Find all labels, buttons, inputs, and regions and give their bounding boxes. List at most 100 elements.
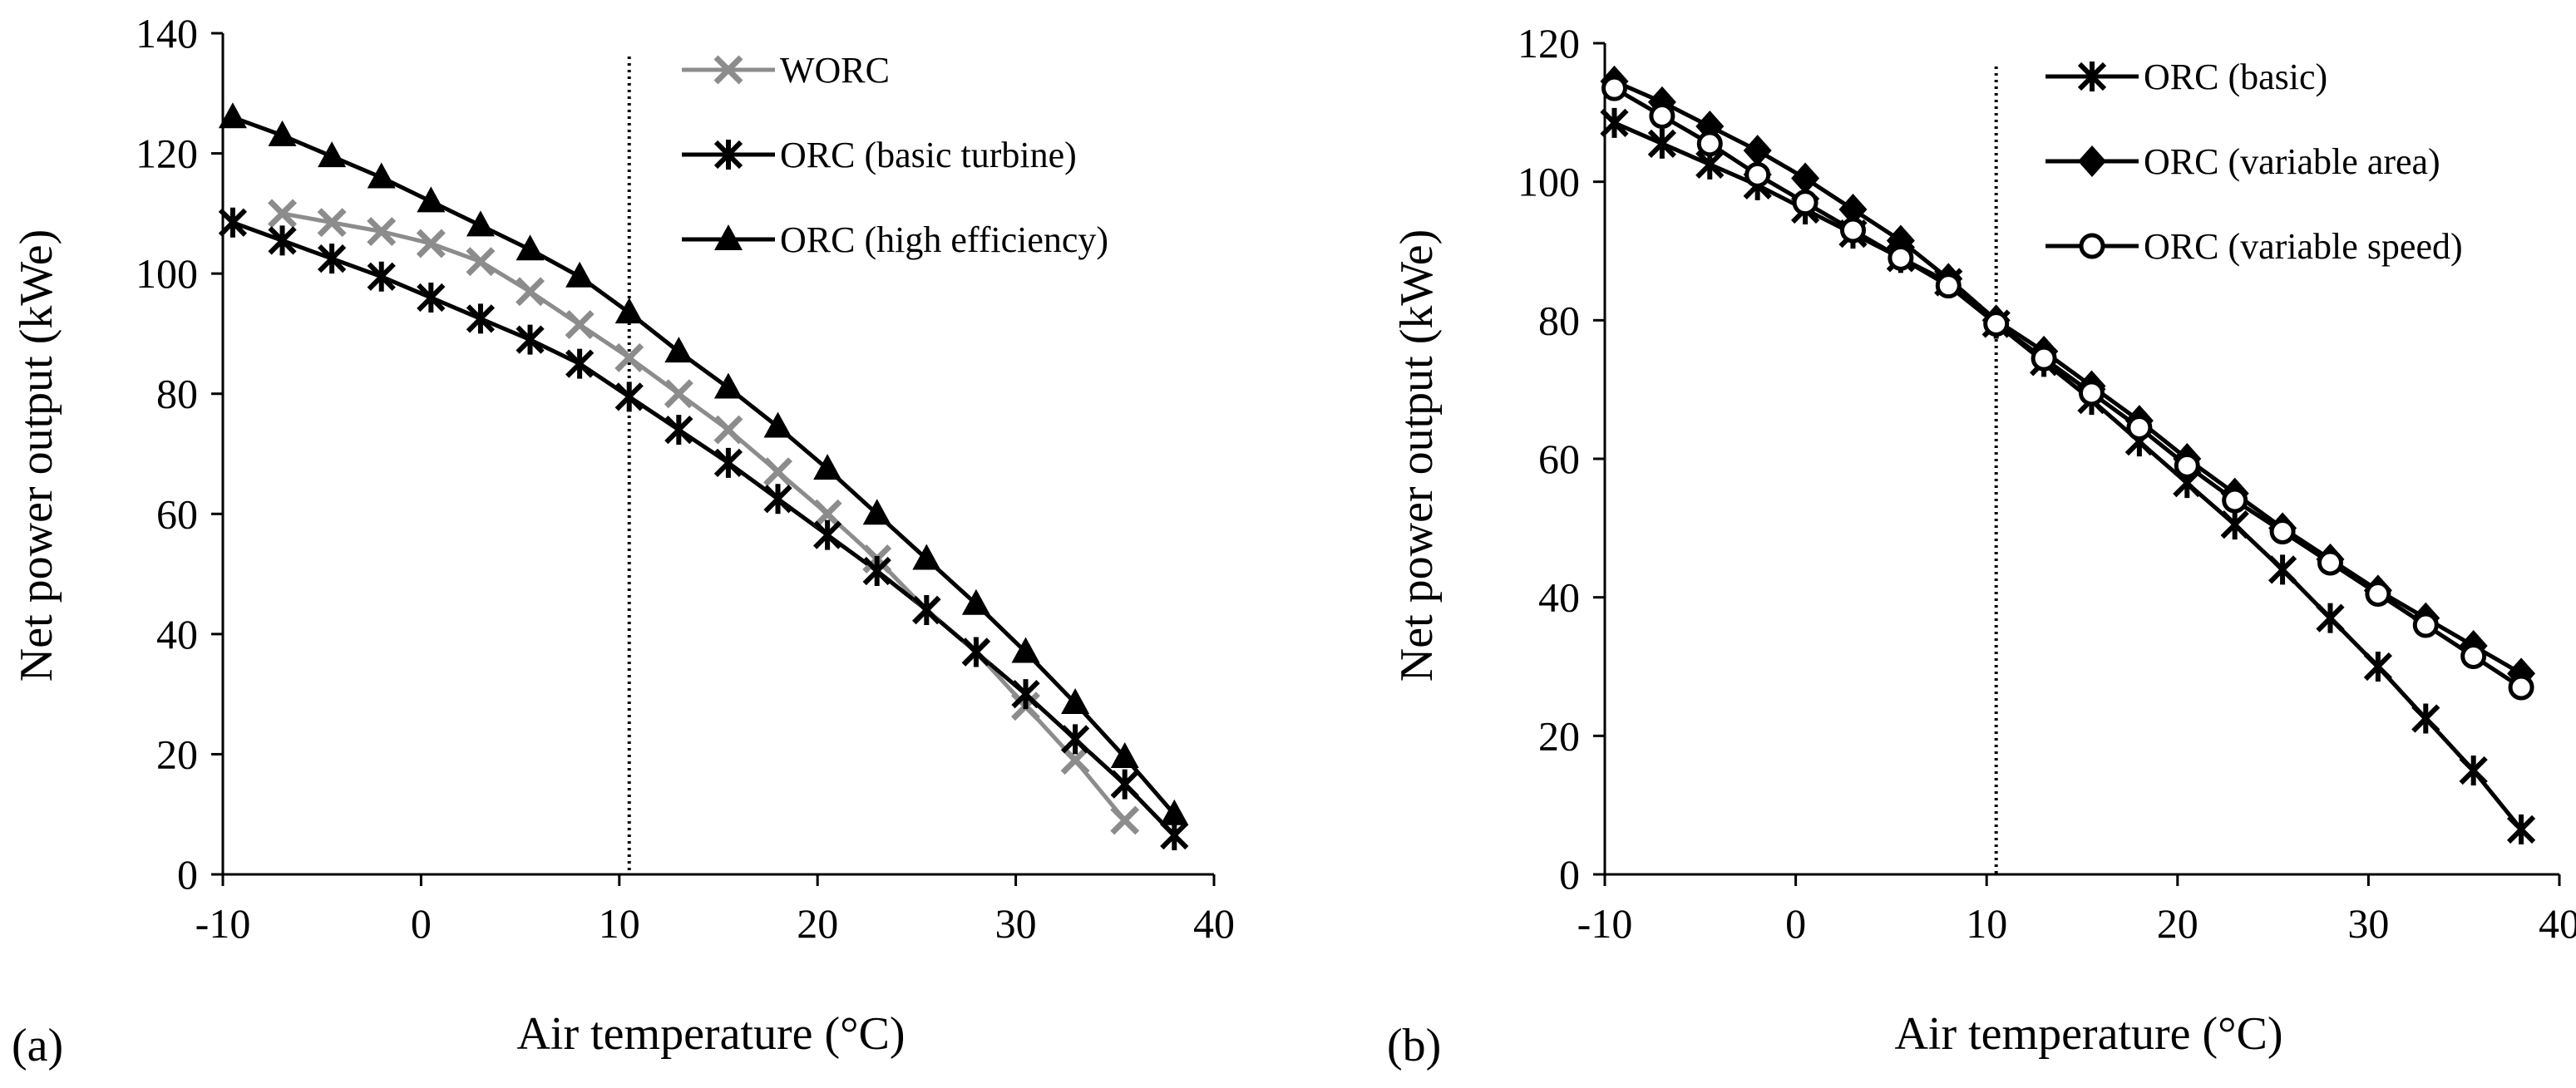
panel-b-point-orc-variable-speed	[2412, 612, 2439, 638]
panel-a-legend-item: WORC	[682, 50, 890, 91]
panel-a-point-worc	[466, 247, 496, 277]
panel-a-point-orc-high-efficiency	[466, 210, 495, 237]
panel-a-x-tick-label: 20	[797, 900, 838, 947]
panel-b-x-tick-label: 10	[1966, 900, 2007, 947]
panel-a-point-orc-high-efficiency	[318, 141, 347, 168]
panel-a-point-orc-basic-turbine	[862, 555, 891, 586]
panel-a-point-orc-basic-turbine	[466, 303, 496, 334]
panel-a-point-orc-high-efficiency	[417, 186, 446, 213]
panel-a-point-orc-high-efficiency	[912, 544, 941, 570]
panel-b-point-orc-basic	[2411, 703, 2440, 734]
panel-b-point-orc-variable-speed	[2365, 581, 2391, 607]
panel-a-point-orc-high-efficiency	[218, 102, 247, 129]
panel-a-y-tick-label: 0	[177, 851, 198, 898]
panel-a-point-orc-high-efficiency	[664, 337, 693, 363]
panel-a-x-tick-label: 0	[411, 900, 432, 947]
panel-a-x-tick-label: 10	[599, 900, 640, 947]
panel-b-point-orc-variable-speed	[2317, 549, 2343, 576]
panel-a-point-orc-high-efficiency	[367, 162, 396, 189]
panel-a-y-tick-label: 60	[156, 490, 198, 537]
panel-b-point-orc-basic	[2363, 652, 2393, 682]
panel-a-point-worc	[367, 217, 397, 247]
panel-a-point-orc-high-efficiency	[516, 234, 545, 261]
panel-b-y-tick-label: 100	[1517, 159, 1580, 205]
panel-a-legend-label: ORC (basic turbine)	[780, 135, 1077, 175]
panel-b-x-tick-label: 30	[2347, 900, 2389, 947]
panel-a-y-tick-label: 20	[156, 731, 198, 777]
panel-a-x-axis-title: Air temperature (°C)	[516, 1008, 905, 1060]
panel-b-point-orc-variable-area	[1791, 162, 1820, 194]
panel-b-point-orc-variable-area	[1743, 135, 1772, 167]
panel-a-x-tick-label: -10	[195, 900, 251, 947]
panel-a-legend-marker	[713, 55, 743, 85]
panel-a-point-orc-basic-turbine	[961, 637, 991, 667]
panel-a-point-orc-basic-turbine	[812, 519, 842, 550]
panel-a-point-orc-basic-turbine	[1110, 769, 1139, 800]
panel-a-legend-item: ORC (high efficiency)	[682, 219, 1108, 260]
panel-b-legend-item: ORC (variable area)	[2046, 141, 2440, 182]
panel-b-x-tick-label: 40	[2539, 900, 2576, 947]
panel-b-point-orc-basic	[2316, 603, 2345, 633]
panel-b-point-orc-variable-speed	[1888, 244, 1914, 271]
panel-b-point-orc-variable-speed	[1935, 273, 1962, 299]
panel-a-legend-label: ORC (high efficiency)	[780, 219, 1108, 260]
panel-a-point-worc	[317, 208, 347, 238]
panel-a-legend-item: ORC (basic turbine)	[682, 135, 1077, 175]
panel-b-point-orc-basic	[2268, 554, 2297, 585]
panel-a-point-orc-basic-turbine	[268, 225, 297, 256]
panel-a-point-orc-basic-turbine	[1011, 679, 1040, 710]
panel-a-point-orc-basic-turbine	[218, 207, 248, 238]
panel-b-y-tick-label: 0	[1559, 851, 1580, 898]
panel-a-point-orc-high-efficiency	[961, 588, 990, 615]
panel-a-point-worc	[416, 229, 446, 258]
panel-b-y-tick-label: 80	[1538, 297, 1580, 343]
panel-b-point-orc-variable-speed	[1983, 311, 2010, 337]
panel-a-legend-marker	[713, 140, 743, 170]
panel-a-point-worc	[713, 415, 743, 445]
panel-b-point-orc-variable-speed	[1649, 103, 1675, 129]
panel-a-point-orc-high-efficiency	[1011, 637, 1040, 663]
panel-b-point-orc-basic	[2506, 814, 2536, 844]
panel-b-point-orc-basic	[1600, 107, 1629, 138]
panel-a-label: (a)	[12, 1020, 63, 1071]
panel-b-point-orc-variable-speed	[1744, 161, 1771, 188]
panel-b-point-orc-variable-speed	[2460, 643, 2487, 669]
panel-b-legend-label: ORC (variable area)	[2144, 141, 2440, 182]
panel-a-x-tick-label: 30	[995, 900, 1037, 947]
panel-b-legend-marker	[2078, 145, 2106, 177]
panel-a-point-orc-basic-turbine	[912, 594, 941, 625]
panel-a-point-worc	[614, 342, 644, 372]
panel-a-point-orc-high-efficiency	[1160, 799, 1189, 825]
panel-a-point-worc	[268, 199, 297, 229]
panel-a-point-orc-high-efficiency	[713, 372, 743, 399]
panel-b-legend-item: ORC (variable speed)	[2046, 226, 2463, 267]
panel-b-point-orc-basic	[2220, 510, 2249, 540]
panel-b-point-orc-basic	[1647, 128, 1677, 159]
panel-b-point-orc-variable-speed	[1792, 190, 1818, 216]
panel-a-point-orc-high-efficiency	[1061, 687, 1090, 714]
panel-b-point-orc-variable-speed	[2269, 519, 2296, 544]
panel-a-point-worc	[1110, 805, 1140, 835]
panel-a-legend: WORC ORC (basic turbine) ORC (high efficie…	[682, 50, 1108, 260]
panel-b-x-axis-title: Air temperature (°C)	[1894, 1008, 2282, 1060]
panel-a-point-orc-high-efficiency	[763, 411, 792, 438]
panel-a-point-worc	[516, 277, 545, 307]
panel-a-y-tick-label: 140	[136, 10, 198, 57]
panel-b-point-orc-basic	[2459, 756, 2488, 785]
panel-b-point-orc-variable-speed	[2078, 380, 2105, 406]
panel-a-point-orc-high-efficiency	[813, 454, 842, 480]
panel-a-point-orc-basic-turbine	[417, 283, 446, 313]
panel-b-point-orc-variable-speed	[1839, 217, 1866, 244]
panel-a-point-orc-high-efficiency	[268, 120, 297, 146]
panel-b-point-orc-variable-speed	[2174, 452, 2200, 479]
panel-a-y-tick-label: 80	[156, 371, 198, 417]
panel-b-y-axis-title: Net power output (kWe)	[1391, 229, 1443, 682]
panel-b-label: (b)	[1387, 1020, 1441, 1071]
panel-b-y-tick-label: 20	[1538, 712, 1580, 759]
panel-b-legend-item: ORC (basic)	[2046, 57, 2327, 97]
panel-a-x-tick-label: 40	[1193, 900, 1235, 947]
